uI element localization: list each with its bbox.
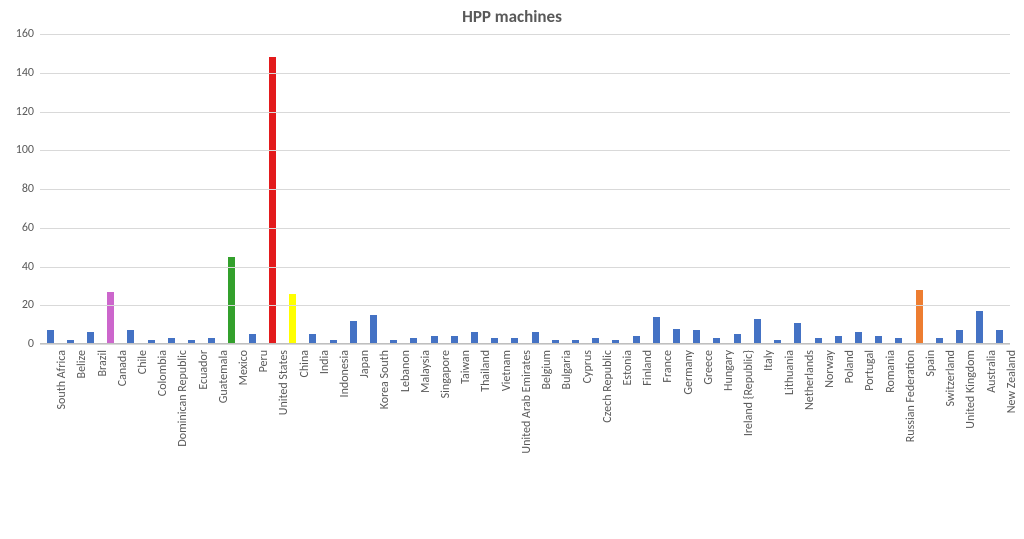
x-tick-label: Australia	[985, 350, 999, 393]
hpp-bar-chart: HPP machines 020406080100120140160South …	[0, 0, 1024, 539]
x-tick-label: Belgium	[540, 350, 554, 390]
x-tick-label: Chile	[136, 350, 150, 374]
x-tick-label: Taiwan	[459, 350, 473, 384]
bar	[350, 321, 357, 344]
x-tick-label: Switzerland	[944, 350, 958, 407]
y-tick-label: 140	[16, 66, 40, 80]
bar	[693, 330, 700, 344]
x-tick-label: United States	[277, 350, 291, 415]
y-tick-label: 100	[16, 143, 40, 157]
bar	[107, 292, 114, 344]
x-tick-label: Vietnam	[500, 350, 514, 391]
bar	[289, 294, 296, 344]
x-tick-label: Ecuador	[197, 350, 211, 390]
x-tick-label: Czech Republic	[601, 350, 615, 423]
x-tick-label: India	[318, 350, 332, 374]
bar	[673, 329, 680, 345]
x-tick-label: Portugal	[863, 350, 877, 391]
bar	[228, 257, 235, 344]
bar	[794, 323, 801, 344]
x-tick-label: United Arab Emirates	[520, 350, 534, 454]
x-tick-label: Netherlands	[803, 350, 817, 410]
x-tick-label: Cyprus	[581, 350, 595, 383]
bar	[47, 330, 54, 344]
x-tick-label: Romania	[884, 350, 898, 393]
gridline	[40, 112, 1010, 113]
x-tick-label: South Africa	[55, 350, 69, 409]
x-tick-label: Poland	[843, 350, 857, 383]
y-tick-label: 120	[16, 105, 40, 119]
x-tick-label: Norway	[823, 350, 837, 388]
gridline	[40, 150, 1010, 151]
bar	[269, 57, 276, 344]
x-tick-label: France	[661, 350, 675, 383]
x-tick-label: Korea South	[378, 350, 392, 409]
x-tick-label: Bulgaria	[560, 350, 574, 389]
x-tick-label: Canada	[116, 350, 130, 386]
x-tick-label: Germany	[682, 350, 696, 395]
gridline	[40, 267, 1010, 268]
x-tick-label: United Kingdom	[964, 350, 978, 429]
x-tick-label: Italy	[762, 350, 776, 371]
x-tick-label: Spain	[924, 350, 938, 377]
x-tick-label: China	[298, 350, 312, 378]
bar	[754, 319, 761, 344]
gridline	[40, 305, 1010, 306]
y-tick-label: 40	[22, 260, 40, 274]
bar	[996, 330, 1003, 344]
y-tick-label: 160	[16, 27, 40, 41]
y-tick-label: 20	[22, 298, 40, 312]
bar	[370, 315, 377, 344]
chart-title: HPP machines	[0, 6, 1024, 27]
x-tick-label: Estonia	[621, 350, 635, 385]
plot-area: 020406080100120140160South AfricaBelizeB…	[40, 34, 1010, 344]
x-tick-label: Lithuania	[783, 350, 797, 395]
y-tick-label: 0	[28, 337, 40, 351]
bar	[653, 317, 660, 344]
x-tick-label: Thailand	[479, 350, 493, 392]
x-tick-label: Belize	[75, 350, 89, 378]
x-tick-label: New Zealand	[1005, 350, 1019, 413]
y-tick-label: 80	[22, 182, 40, 196]
x-tick-label: Brazil	[96, 350, 110, 376]
x-tick-label: Mexico	[237, 350, 251, 385]
x-tick-label: Indonesia	[338, 350, 352, 397]
gridline	[40, 73, 1010, 74]
x-tick-label: Ireland {Republic}	[742, 350, 756, 436]
gridline	[40, 344, 1010, 345]
bar	[127, 330, 134, 344]
x-tick-label: Japan	[358, 350, 372, 378]
x-tick-label: Dominican Republic	[176, 350, 190, 447]
bar	[976, 311, 983, 344]
x-tick-label: Singapore	[439, 350, 453, 398]
x-tick-label: Greece	[702, 350, 716, 385]
bar	[956, 330, 963, 344]
x-tick-label: Finland	[641, 350, 655, 386]
x-tick-label: Colombia	[156, 350, 170, 396]
x-tick-label: Peru	[257, 350, 271, 372]
x-tick-label: Lebanon	[399, 350, 413, 392]
x-tick-label: Russian Federation	[904, 350, 918, 442]
y-tick-label: 60	[22, 221, 40, 235]
x-tick-label: Hungary	[722, 350, 736, 391]
gridline	[40, 34, 1010, 35]
gridline	[40, 228, 1010, 229]
x-tick-label: Malaysia	[419, 350, 433, 393]
bar	[916, 290, 923, 344]
x-tick-label: Guatemala	[217, 350, 231, 403]
gridline	[40, 189, 1010, 190]
